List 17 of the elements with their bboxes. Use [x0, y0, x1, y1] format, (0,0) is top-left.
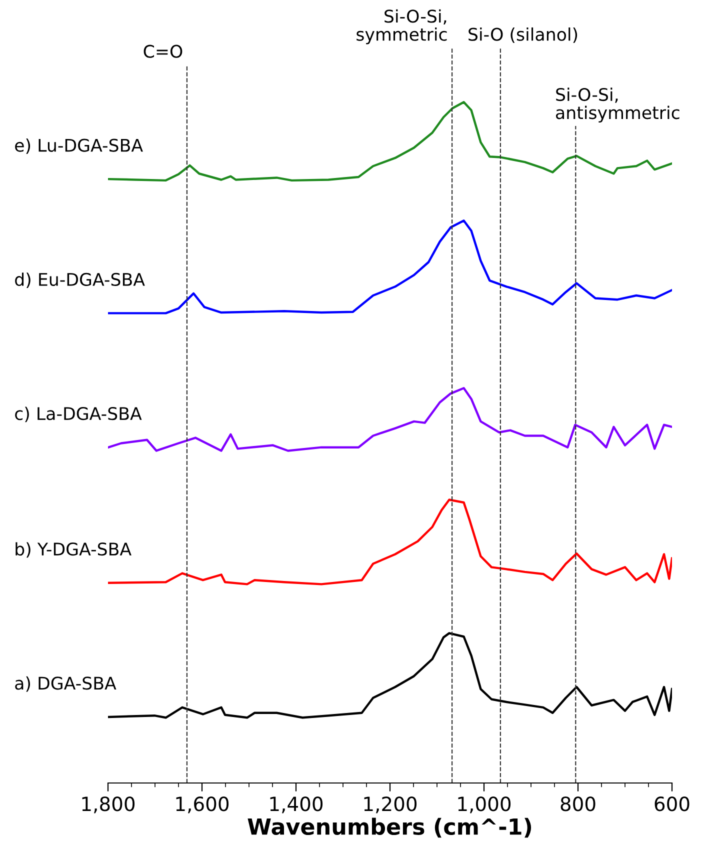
series-label: e) Lu-DGA-SBA: [15, 138, 143, 154]
series-label: d) Eu-DGA-SBA: [15, 272, 145, 288]
x-axis-title: Wavenumbers (cm^-1): [248, 818, 532, 838]
series-label: a) DGA-SBA: [15, 676, 116, 692]
x-tick-label: 1,800: [82, 796, 135, 814]
x-tick-label: 1,600: [176, 796, 229, 814]
ref-line-label: C=O: [144, 44, 182, 58]
x-tick-label: 1,400: [270, 796, 323, 814]
x-tick-label: 800: [560, 796, 596, 812]
series-label: b) Y-DGA-SBA: [16, 542, 132, 558]
series-label: c) La-DGA-SBA: [15, 406, 142, 422]
ref-line-label: Si-O (silanol): [468, 27, 578, 43]
x-tick-label: 1,000: [458, 796, 511, 814]
x-tick-label: 1,200: [364, 796, 417, 814]
ref-line-label: Si-O-Si, symmetric: [356, 9, 447, 44]
ref-line-label: Si-O-Si, antisymmetric: [556, 88, 680, 123]
x-tick-label: 600: [654, 796, 690, 812]
